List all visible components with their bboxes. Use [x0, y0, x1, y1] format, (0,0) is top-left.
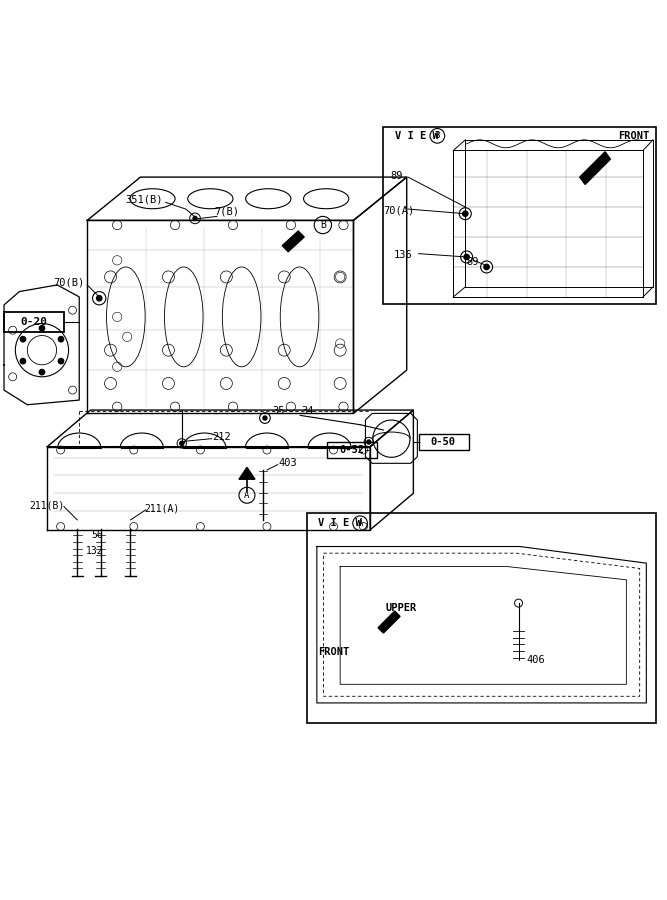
Text: 35: 35 — [272, 407, 285, 417]
Text: 212: 212 — [212, 432, 231, 442]
Bar — [384, 127, 656, 303]
Text: UPPER: UPPER — [386, 603, 417, 614]
Bar — [327, 442, 377, 458]
Polygon shape — [282, 231, 304, 252]
Text: A: A — [358, 518, 363, 527]
Circle shape — [263, 416, 267, 420]
Circle shape — [39, 370, 45, 374]
Text: 7(B): 7(B) — [215, 207, 239, 217]
Text: 406: 406 — [526, 654, 546, 665]
Text: 56: 56 — [91, 530, 103, 540]
Text: FRONT: FRONT — [318, 647, 350, 657]
Bar — [419, 434, 469, 450]
Text: A: A — [244, 491, 249, 500]
Text: V I E W: V I E W — [318, 518, 362, 528]
Circle shape — [58, 358, 63, 364]
Text: 70(B): 70(B) — [53, 277, 84, 287]
Text: 89: 89 — [390, 171, 403, 181]
Circle shape — [179, 441, 183, 446]
Text: 0-52: 0-52 — [340, 445, 365, 455]
Text: B: B — [320, 220, 325, 230]
Text: 211(B): 211(B) — [29, 501, 65, 511]
Circle shape — [20, 337, 25, 342]
Text: 0-50: 0-50 — [431, 437, 456, 447]
Text: 136: 136 — [394, 250, 412, 260]
Polygon shape — [239, 467, 255, 480]
Text: 351(B): 351(B) — [125, 194, 163, 204]
Text: 34: 34 — [301, 407, 314, 417]
Text: V I E W: V I E W — [396, 130, 439, 140]
Bar — [4, 311, 64, 331]
Text: 0-20: 0-20 — [21, 317, 47, 327]
Circle shape — [20, 358, 25, 364]
Circle shape — [464, 255, 470, 259]
Polygon shape — [580, 152, 610, 184]
Circle shape — [39, 326, 45, 331]
Circle shape — [463, 211, 468, 216]
Circle shape — [58, 337, 63, 342]
Bar — [307, 513, 656, 723]
Text: 403: 403 — [279, 458, 297, 468]
Text: 70(A): 70(A) — [384, 205, 415, 215]
Circle shape — [484, 265, 490, 270]
Text: B: B — [435, 131, 440, 140]
Text: FRONT: FRONT — [618, 130, 650, 140]
Text: 89: 89 — [467, 256, 479, 266]
Polygon shape — [378, 611, 400, 633]
Circle shape — [97, 295, 102, 301]
Text: 132: 132 — [85, 546, 103, 556]
Text: 211(A): 211(A) — [144, 504, 179, 514]
Circle shape — [367, 440, 371, 444]
Circle shape — [193, 216, 197, 220]
